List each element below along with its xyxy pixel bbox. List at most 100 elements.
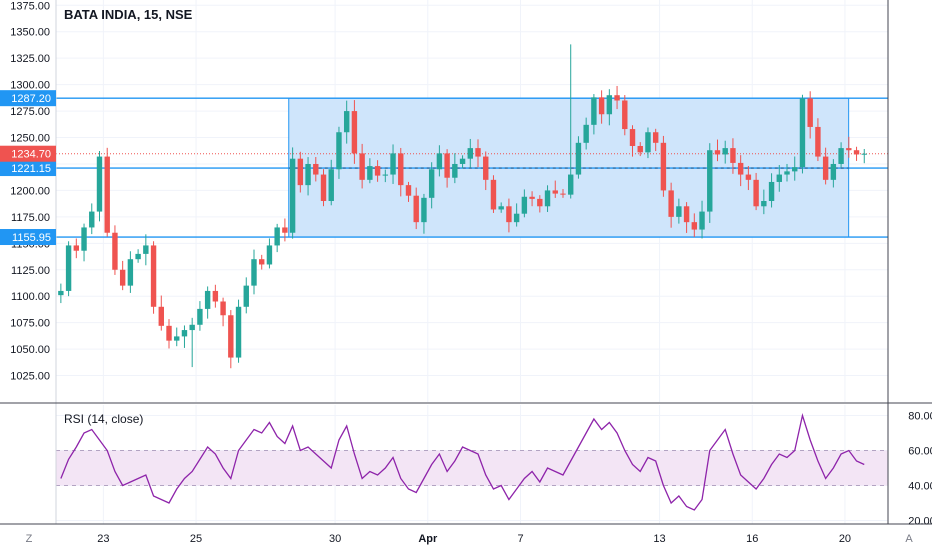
candle-body bbox=[289, 158, 296, 233]
candle-body bbox=[398, 153, 404, 186]
time-tick-label: 7 bbox=[517, 533, 523, 545]
rsi-series[interactable] bbox=[56, 412, 888, 511]
auto-scale-button[interactable]: A bbox=[905, 533, 913, 545]
candle-body bbox=[73, 245, 80, 251]
candle-body bbox=[359, 153, 365, 180]
candle-body bbox=[96, 156, 103, 212]
candle-body bbox=[459, 158, 466, 164]
candle-body bbox=[629, 129, 636, 146]
candle-body bbox=[722, 148, 728, 155]
candle-body bbox=[614, 95, 620, 101]
candle-body bbox=[351, 111, 358, 154]
timezone-button[interactable]: Z bbox=[25, 533, 33, 545]
rsi-tick-label: 40.00 bbox=[908, 481, 932, 493]
candle-body bbox=[799, 98, 806, 168]
price-scale-labels: 1287.20 1221.15 1155.95 1234.70 bbox=[0, 90, 56, 246]
candle-body bbox=[861, 153, 867, 155]
level-price-label-bg bbox=[0, 229, 56, 246]
candle-body bbox=[282, 227, 288, 233]
candle-body bbox=[305, 163, 311, 186]
candle-body bbox=[89, 211, 95, 228]
candle-body bbox=[591, 97, 597, 125]
candle-body bbox=[235, 306, 242, 358]
candle-body bbox=[637, 145, 643, 153]
chart-title: BATA INDIA, 15, NSE bbox=[64, 7, 193, 22]
candle-body bbox=[119, 269, 126, 286]
time-tick-label: 30 bbox=[329, 533, 341, 545]
price-tick-label: 1375.00 bbox=[10, 0, 50, 12]
candle-body bbox=[421, 197, 427, 223]
candle-body bbox=[390, 153, 396, 175]
last-price-label: 1234.70 bbox=[11, 149, 51, 161]
candle-body bbox=[274, 227, 280, 246]
candle-body bbox=[506, 206, 512, 223]
candle-body bbox=[683, 206, 690, 223]
candle-body bbox=[127, 259, 134, 286]
candle-body bbox=[189, 324, 195, 331]
candle-body bbox=[537, 198, 543, 207]
time-tick-label: 13 bbox=[653, 533, 665, 545]
candle-body bbox=[699, 211, 705, 230]
candle-body bbox=[768, 181, 775, 201]
candle-body bbox=[598, 97, 605, 115]
candle-body bbox=[560, 193, 566, 195]
candle-body bbox=[104, 156, 110, 233]
candle-body bbox=[544, 190, 551, 207]
candle-body bbox=[313, 163, 319, 175]
candle-body bbox=[297, 158, 304, 186]
candle-body bbox=[320, 174, 327, 201]
candle-body bbox=[81, 227, 87, 251]
candle-body bbox=[707, 150, 713, 212]
candle-body bbox=[838, 148, 844, 164]
candle-body bbox=[745, 174, 752, 180]
candle-body bbox=[243, 285, 249, 307]
candle-body bbox=[259, 259, 265, 265]
candle-body bbox=[467, 148, 473, 159]
time-tick-label: Apr bbox=[418, 533, 438, 545]
candle-body bbox=[730, 148, 736, 163]
candle-body bbox=[691, 222, 698, 230]
candle-body bbox=[568, 174, 574, 195]
price-tick-label: 1075.00 bbox=[10, 318, 50, 330]
candle-body bbox=[266, 245, 273, 265]
candle-body bbox=[197, 308, 203, 325]
candle-body bbox=[583, 124, 589, 143]
rsi-tick-label: 80.00 bbox=[908, 411, 932, 423]
candle-body bbox=[714, 150, 721, 155]
candle-body bbox=[668, 190, 674, 217]
rsi-tick-label: 60.00 bbox=[908, 446, 932, 458]
candle-body bbox=[428, 169, 435, 198]
candle-body bbox=[652, 132, 659, 143]
price-tick-label: 1300.00 bbox=[10, 80, 50, 92]
price-tick-label: 1350.00 bbox=[10, 27, 50, 39]
candle-body bbox=[490, 179, 497, 210]
rsi-line bbox=[60, 412, 865, 511]
candle-body bbox=[166, 325, 172, 341]
candle-body bbox=[575, 142, 582, 175]
horizontal-level-lines[interactable] bbox=[56, 97, 888, 238]
candle-body bbox=[792, 167, 798, 172]
price-tick-label: 1100.00 bbox=[11, 291, 50, 303]
candle-body bbox=[65, 245, 72, 291]
candle-body bbox=[150, 245, 157, 307]
candle-body bbox=[143, 245, 149, 254]
candle-body bbox=[676, 206, 682, 217]
candlestick-series[interactable] bbox=[58, 44, 867, 369]
rsi-tick-label: 20.00 bbox=[908, 516, 932, 528]
level-price-label-bg bbox=[0, 90, 56, 107]
candle-body bbox=[807, 98, 813, 127]
level-price-label: 1287.20 bbox=[11, 93, 51, 105]
level-price-label: 1155.95 bbox=[12, 232, 51, 244]
candle-body bbox=[112, 232, 118, 270]
candle-body bbox=[552, 190, 558, 194]
price-tick-label: 1175.00 bbox=[11, 212, 50, 224]
candle-body bbox=[228, 315, 234, 358]
rsi-title: RSI (14, close) bbox=[64, 412, 143, 426]
candle-body bbox=[776, 174, 782, 182]
candle-body bbox=[753, 179, 759, 207]
candle-body bbox=[374, 166, 381, 176]
candle-body bbox=[135, 253, 141, 260]
